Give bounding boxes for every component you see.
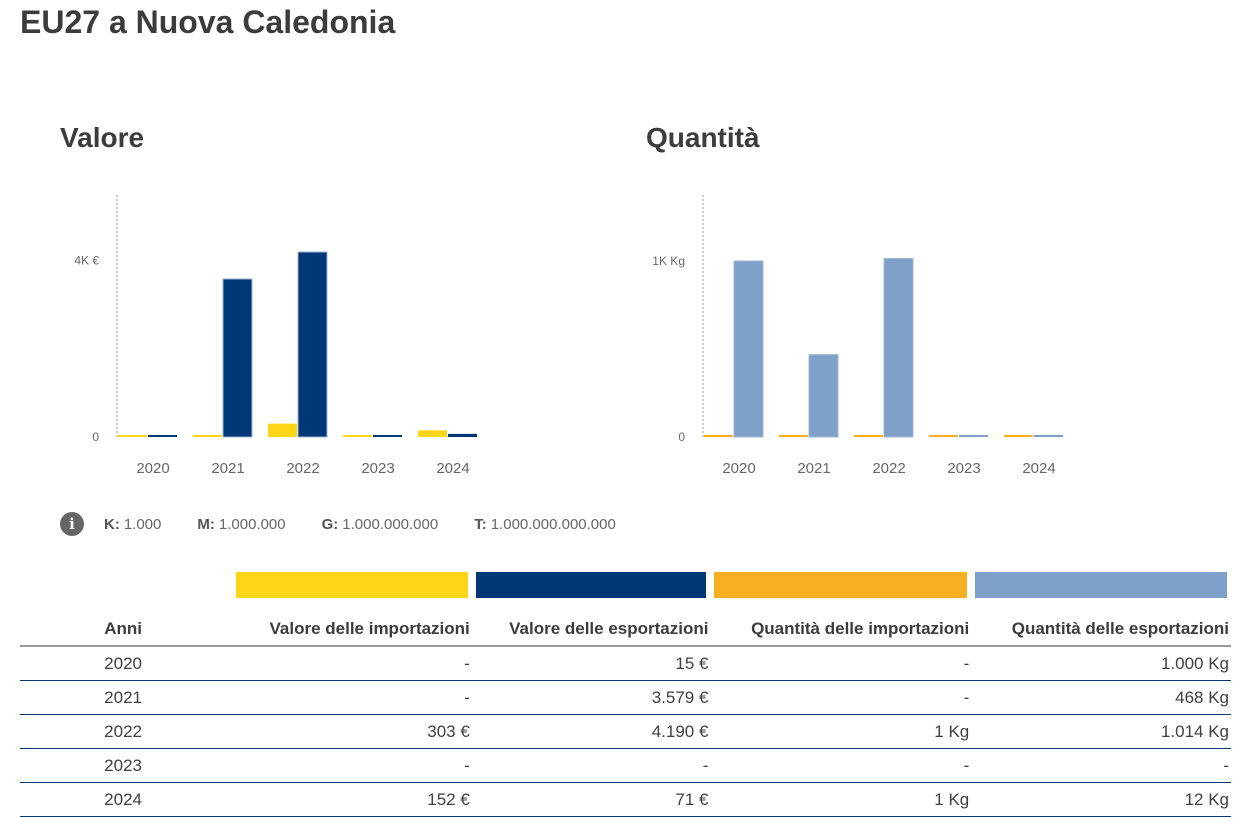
x-tick-label: 2020 <box>136 460 169 477</box>
swatch-imp-val <box>236 572 468 598</box>
table-cell: - <box>232 646 472 681</box>
page-title: EU27 a Nuova Caledonia <box>20 4 396 40</box>
table-cell: 1 Kg <box>710 714 972 749</box>
y-tick-label: 0 <box>92 430 99 444</box>
table-row: 2021-3.579 € -468 Kg <box>20 680 1231 715</box>
table-cell: - <box>710 680 972 715</box>
x-tick-label: 2021 <box>211 460 244 477</box>
table-cell: - <box>471 748 711 783</box>
table-cell: 152 € <box>232 782 472 817</box>
y-tick-label: 1K Kg <box>652 254 685 268</box>
x-tick-label: 2022 <box>872 460 905 477</box>
table-cell: - <box>232 748 472 783</box>
bar-quantità-delle-importazioni-2021 <box>779 435 808 437</box>
swatch-imp-qty <box>714 572 968 598</box>
x-tick-label: 2020 <box>722 460 755 477</box>
bar-quantità-delle-importazioni-2024 <box>1004 435 1033 437</box>
bar-quantità-delle-importazioni-2023 <box>929 435 958 437</box>
table-cell: 1.000 Kg <box>971 646 1231 681</box>
bar-quantità-delle-esportazioni-2020 <box>733 260 764 438</box>
table-cell: 15 € <box>471 646 711 681</box>
table-cell: 468 Kg <box>971 680 1231 715</box>
table-row: 2024 152 €71 €1 Kg 12 Kg <box>20 782 1231 817</box>
table-cell: 4.190 € <box>471 714 711 749</box>
bar-quantità-delle-esportazioni-2022 <box>883 258 914 438</box>
g-label: G: <box>321 515 339 533</box>
table-cell: 2021 <box>20 680 232 715</box>
bar-valore-delle-esportazioni-2021 <box>222 278 253 438</box>
col-header: Quantità delle esportazioni <box>971 612 1231 647</box>
table-cell: 71 € <box>471 782 711 817</box>
table-cell: 3.579 € <box>471 680 711 715</box>
bar-valore-delle-importazioni-2022 <box>268 423 297 437</box>
bar-valore-delle-esportazioni-2024 <box>448 433 477 437</box>
table-cell: - <box>971 748 1231 783</box>
x-tick-label: 2023 <box>361 460 394 477</box>
col-header: Quantità delle importazioni <box>710 612 972 647</box>
g-value: 1.000.000.000 <box>342 515 439 533</box>
table-cell: - <box>710 748 972 783</box>
table-cell: 303 € <box>232 714 472 749</box>
x-tick-label: 2024 <box>1022 460 1055 477</box>
info-icon: i <box>60 512 84 536</box>
bar-quantità-delle-esportazioni-2023 <box>959 435 988 437</box>
table-row: 2023- - - - <box>20 748 1231 783</box>
bar-quantità-delle-importazioni-2020 <box>704 435 733 437</box>
t-value: 1.000.000.000.000 <box>490 515 616 533</box>
col-header: Valore delle importazioni <box>232 612 472 647</box>
bar-quantità-delle-esportazioni-2024 <box>1034 434 1063 437</box>
chart-title-valore: Valore <box>60 122 145 153</box>
swatch-exp-qty <box>975 572 1227 598</box>
data-table: Anni Valore delle importazioni Valore de… <box>20 572 1231 817</box>
unit-legend: i K: 1.000 M: 1.000.000 G: 1.000.000.000 T:… <box>60 512 616 536</box>
bar-valore-delle-importazioni-2023 <box>343 435 372 437</box>
table-cell: 2024 <box>20 782 232 817</box>
bar-valore-delle-importazioni-2021 <box>193 435 222 437</box>
k-label: K: <box>104 515 120 533</box>
bar-valore-delle-importazioni-2020 <box>118 435 147 437</box>
table-cell: 12 Kg <box>971 782 1231 817</box>
table-cell: 1.014 Kg <box>971 714 1231 749</box>
table-cell: - <box>710 646 972 681</box>
k-value: 1.000 <box>123 515 162 533</box>
x-tick-label: 2024 <box>436 460 469 477</box>
m-label: M: <box>197 515 215 533</box>
bar-valore-delle-esportazioni-2020 <box>148 435 177 437</box>
y-tick-label: 0 <box>678 430 685 444</box>
bar-valore-delle-esportazioni-2023 <box>373 435 402 437</box>
bar-valore-delle-importazioni-2024 <box>418 430 447 437</box>
table-cell: 2022 <box>20 714 232 749</box>
t-label: T: <box>474 515 487 533</box>
x-tick-label: 2022 <box>286 460 319 477</box>
table-cell: - <box>232 680 472 715</box>
m-value: 1.000.000 <box>218 515 286 533</box>
table-row: 2022 303 €4.190 €1 Kg 1.014 Kg <box>20 714 1231 749</box>
table-cell: 2020 <box>20 646 232 681</box>
quantita-chart: 0 1K Kg 2020 2021 2022 2023 2024 <box>652 195 1063 477</box>
table-cell: 2023 <box>20 748 232 783</box>
bar-quantità-delle-importazioni-2022 <box>854 435 883 437</box>
table-cell: 1 Kg <box>710 782 972 817</box>
swatch-exp-val <box>475 572 707 598</box>
x-tick-label: 2021 <box>797 460 830 477</box>
chart-title-quantita: Quantità <box>646 122 760 153</box>
y-tick-label: 4K € <box>74 253 99 267</box>
bar-valore-delle-esportazioni-2022 <box>297 251 328 438</box>
valore-chart: 0 4K € 2020 2021 2022 2023 2024 <box>74 195 477 477</box>
x-tick-label: 2023 <box>947 460 980 477</box>
col-header: Valore delle esportazioni <box>471 612 711 647</box>
table-row: 2020-15 € -1.000 Kg <box>20 646 1231 681</box>
bar-quantità-delle-esportazioni-2021 <box>808 354 839 438</box>
col-header: Anni <box>20 612 232 647</box>
